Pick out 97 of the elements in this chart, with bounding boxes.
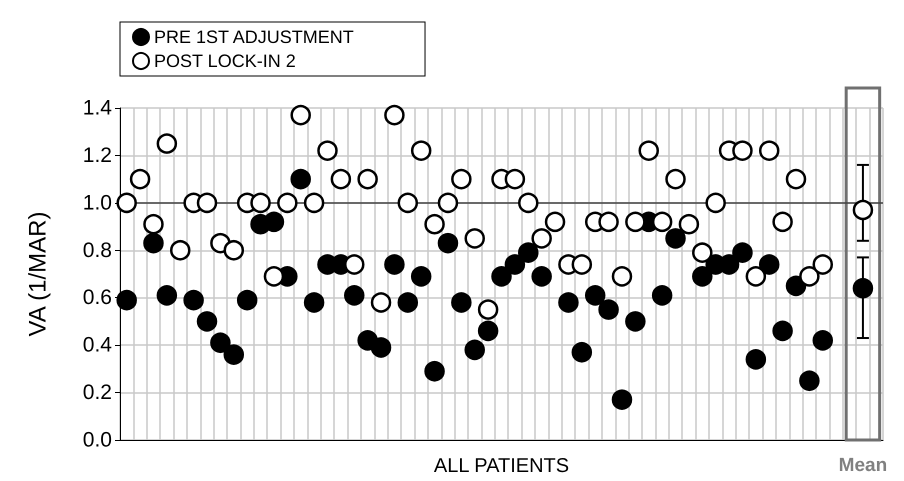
legend-label: PRE 1ST ADJUSTMENT: [154, 27, 354, 47]
point: [424, 360, 445, 382]
point: [116, 290, 137, 310]
y-tick-label: 0.6: [82, 286, 112, 310]
point: [344, 285, 365, 306]
legend-label: POST LOCK-IN 2: [154, 51, 296, 71]
point: [638, 140, 659, 161]
point: [438, 232, 458, 254]
point: [812, 330, 834, 351]
point: [410, 140, 432, 161]
x-axis-title: ALL PATIENTS: [434, 455, 570, 477]
point: [478, 299, 498, 320]
point: [598, 212, 619, 232]
point: [224, 240, 244, 261]
point: [384, 254, 405, 275]
point: [584, 285, 606, 306]
point: [116, 192, 137, 214]
point: [692, 266, 713, 287]
point: [692, 242, 713, 263]
point: [464, 340, 485, 360]
point: [572, 342, 592, 362]
point: [130, 168, 150, 190]
y-tick-label: 0.0: [82, 428, 112, 452]
point: [758, 140, 780, 161]
y-tick-label: 1.0: [82, 191, 112, 214]
point: [170, 240, 190, 261]
point: [143, 232, 164, 254]
point: [236, 290, 258, 310]
point: [652, 285, 672, 306]
point: [304, 292, 324, 313]
point: [424, 214, 445, 234]
point: [504, 254, 526, 275]
y-tick-label: 1.4: [82, 96, 112, 120]
point: [852, 278, 874, 298]
point: [746, 266, 766, 287]
point: [732, 140, 753, 161]
point: [398, 292, 418, 313]
point: [398, 192, 418, 214]
point: [746, 349, 766, 370]
point: [277, 192, 298, 214]
point: [370, 337, 392, 358]
point: [786, 276, 806, 296]
point: [478, 320, 498, 342]
y-axis-title: VA (1/MAR): [24, 212, 52, 336]
point: [786, 168, 806, 190]
point: [598, 299, 619, 320]
point: [250, 192, 271, 214]
point: [544, 212, 566, 232]
y-tick-label: 0.2: [82, 381, 112, 404]
point: [410, 266, 432, 287]
point: [196, 192, 218, 214]
y-tick-label: 1.2: [82, 144, 112, 167]
point: [451, 292, 472, 313]
point: [143, 214, 164, 234]
point: [799, 266, 820, 287]
point: [290, 104, 311, 126]
point: [612, 389, 632, 410]
point: [678, 214, 700, 234]
y-tick-label: 0.8: [82, 238, 112, 262]
point: [370, 292, 392, 313]
y-tick-label: 0.4: [82, 334, 112, 357]
point: [612, 266, 632, 287]
point: [799, 370, 820, 391]
point: [438, 192, 458, 214]
point: [491, 266, 512, 287]
point: [330, 168, 352, 190]
point: [357, 168, 378, 190]
point: [572, 254, 592, 275]
point: [304, 192, 324, 214]
point: [852, 200, 874, 220]
point: [772, 212, 793, 232]
point: [384, 104, 405, 126]
point: [504, 168, 526, 190]
point: [732, 242, 753, 263]
point: [665, 228, 686, 249]
point: [705, 192, 726, 214]
point: [518, 242, 539, 263]
point: [464, 228, 485, 249]
point: [772, 320, 793, 342]
point: [558, 292, 579, 313]
point: [665, 168, 686, 190]
point: [758, 254, 780, 275]
point: [531, 228, 552, 249]
point: [317, 140, 338, 161]
point: [290, 168, 311, 190]
point: [224, 344, 244, 365]
point: [156, 285, 178, 306]
point: [625, 311, 646, 332]
point: [451, 168, 472, 190]
point: [156, 133, 178, 154]
point: [812, 254, 834, 275]
point: [210, 332, 231, 354]
point: [196, 311, 218, 332]
point: [183, 290, 204, 310]
point: [531, 266, 552, 287]
x-tick-label: Mean: [838, 455, 888, 476]
point: [518, 192, 539, 214]
